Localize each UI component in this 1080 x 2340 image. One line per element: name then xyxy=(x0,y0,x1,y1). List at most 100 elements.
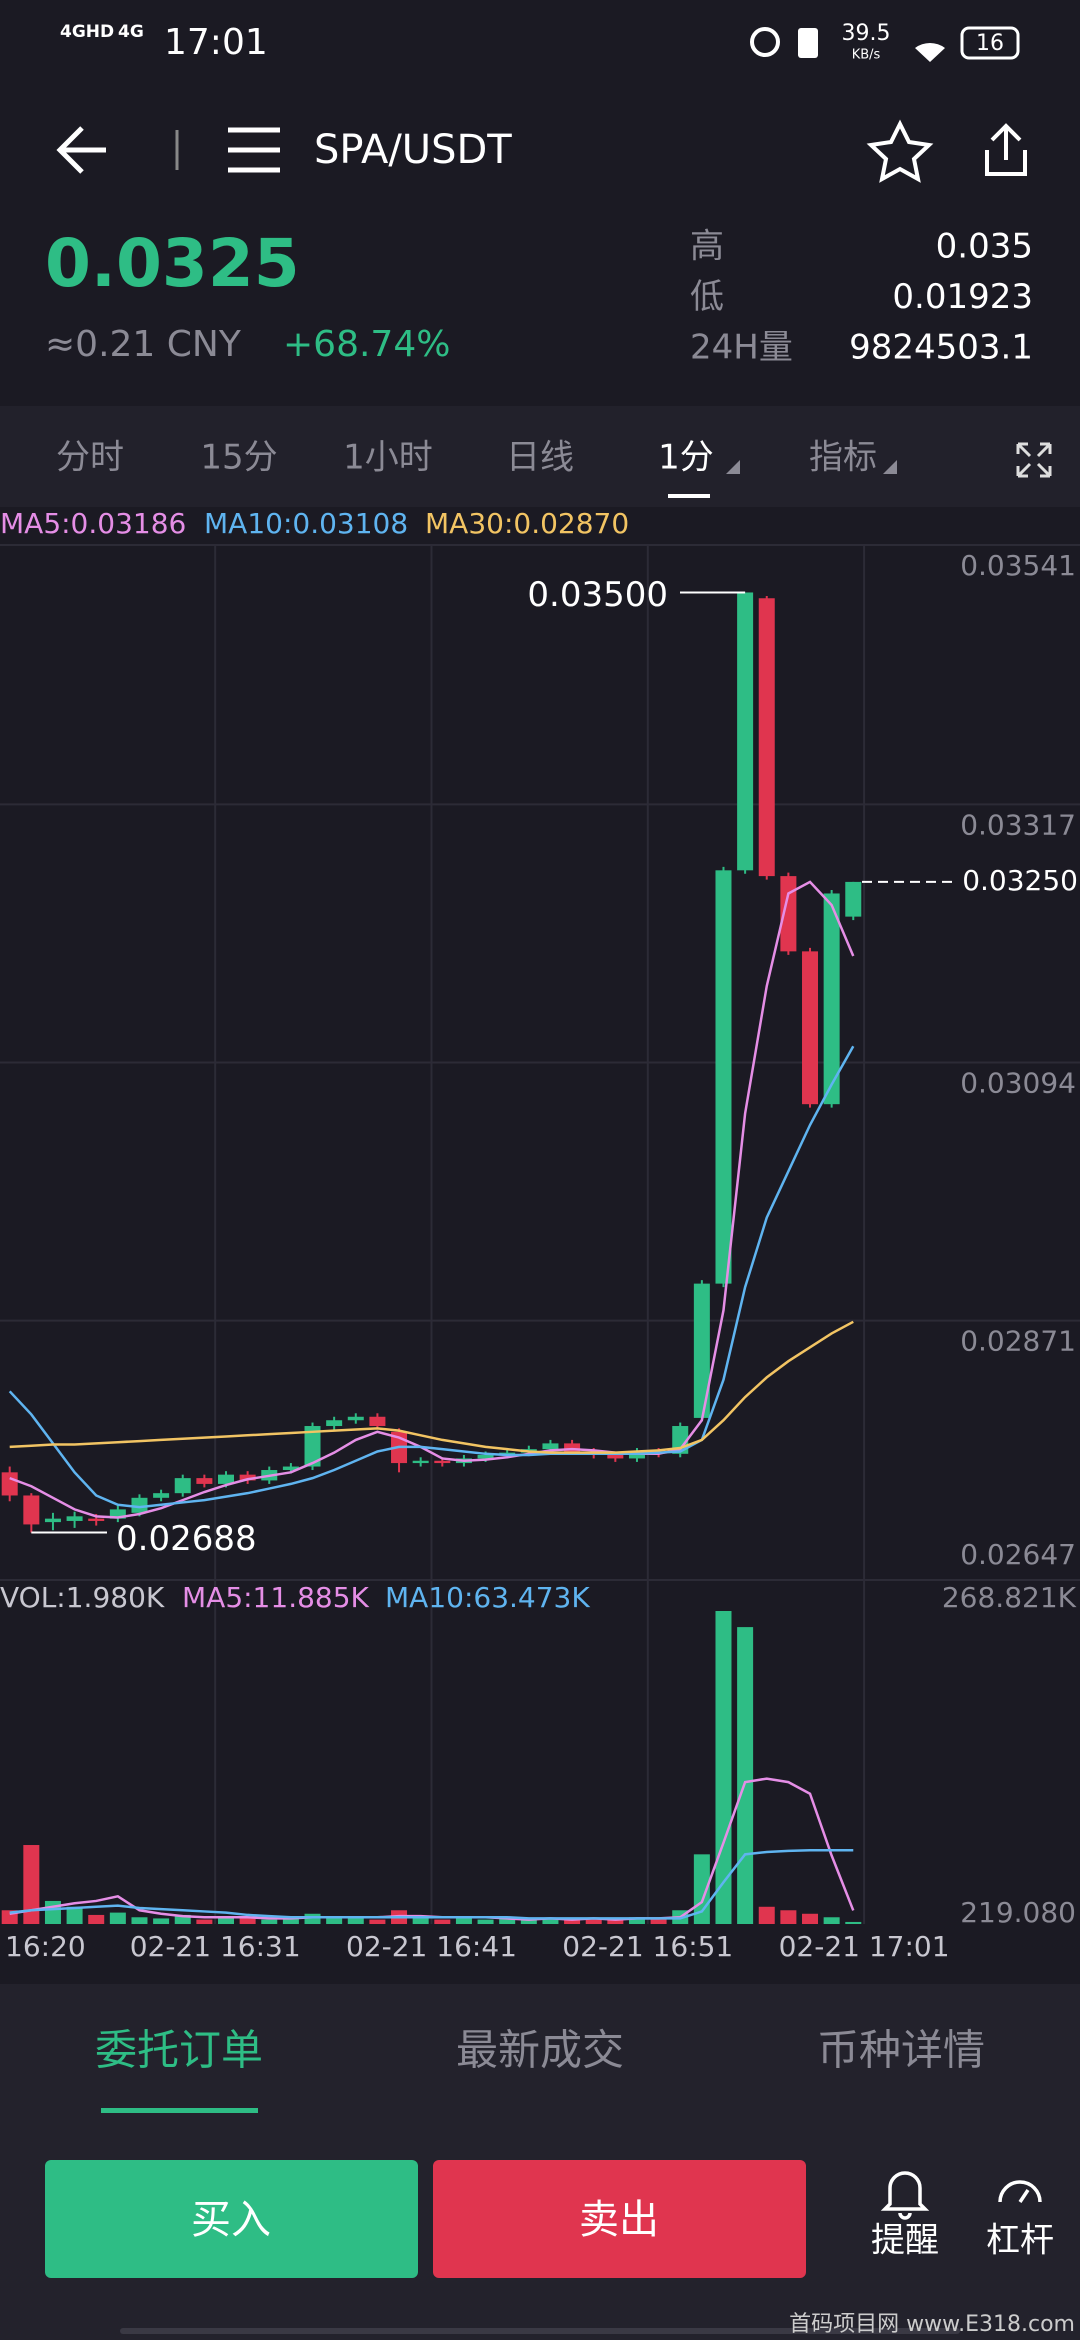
volume-bar xyxy=(88,1914,105,1924)
volume-bar xyxy=(153,1918,170,1924)
home-indicator xyxy=(120,2328,960,2334)
back-button[interactable] xyxy=(56,126,106,174)
volume-bar xyxy=(585,1918,602,1924)
y-tick-label: 268.821K xyxy=(942,1581,1077,1614)
leverage-icon[interactable] xyxy=(998,2180,1042,2203)
volume-bar xyxy=(44,1900,61,1924)
candle-body xyxy=(282,1466,299,1471)
candle-body xyxy=(44,1518,61,1523)
candle-body xyxy=(542,1443,559,1450)
candle-body xyxy=(412,1460,429,1464)
volume-bar xyxy=(564,1919,581,1924)
volume-bar xyxy=(780,1910,797,1924)
tab[interactable]: 1分 xyxy=(658,438,714,478)
candle-body xyxy=(88,1518,105,1521)
ma-line xyxy=(9,1849,854,1920)
battery-level: 16 xyxy=(976,31,1004,56)
dropdown-indicator xyxy=(883,460,897,474)
stat-value: 0.01923 xyxy=(892,277,1033,317)
volume-bar xyxy=(628,1917,645,1924)
volume-bar xyxy=(542,1918,559,1924)
x-tick-label: 02-21 16:31 xyxy=(130,1930,301,1963)
volume-bar xyxy=(412,1918,429,1924)
volume-bar xyxy=(326,1916,343,1924)
candle-body xyxy=(715,870,732,1284)
volume-bar xyxy=(66,1906,83,1924)
tab[interactable]: 日线 xyxy=(506,438,574,478)
x-tick-label: 02-21 16:41 xyxy=(346,1930,517,1963)
legend-entry: MA5:0.03186 xyxy=(0,507,186,540)
ma-line xyxy=(9,880,855,1519)
candle-body xyxy=(845,881,862,917)
network: 4GHD xyxy=(60,22,114,42)
tab[interactable]: 15分 xyxy=(200,438,277,478)
buy-label: 买入 xyxy=(191,2197,271,2243)
tab[interactable]: 指标 xyxy=(809,438,877,478)
stat-value: 9824503.1 xyxy=(849,328,1033,368)
alert-label[interactable]: 提醒 xyxy=(871,2221,939,2261)
candle-body xyxy=(780,876,797,952)
candle-body xyxy=(174,1478,191,1494)
volume-bar xyxy=(196,1919,213,1924)
y-tick-label: 0.02647 xyxy=(960,1538,1076,1571)
tab-underline xyxy=(101,2108,258,2113)
candle-body xyxy=(1,1472,18,1496)
change: +68.74% xyxy=(283,324,450,365)
favorite-button[interactable] xyxy=(866,119,934,183)
candle-body xyxy=(218,1474,234,1484)
volume-bar xyxy=(174,1914,191,1924)
y-tick-label: 0.03541 xyxy=(960,549,1076,582)
volume-bar xyxy=(23,1845,40,1924)
sell-button[interactable] xyxy=(433,2160,806,2278)
share-button[interactable] xyxy=(985,123,1027,176)
volume-bar xyxy=(607,1919,624,1924)
candle-body xyxy=(564,1443,581,1452)
stat-label: 低 xyxy=(690,277,724,317)
leverage-label[interactable]: 杠杆 xyxy=(986,2221,1054,2261)
tab[interactable]: 分时 xyxy=(56,438,124,478)
network: 4G xyxy=(118,22,144,42)
volume-bar xyxy=(758,1906,775,1924)
bottom-tab[interactable]: 最新成交 xyxy=(456,2026,624,2075)
high-marker-label: 0.03500 xyxy=(527,575,668,615)
candle-body xyxy=(434,1460,451,1464)
bottom-tab[interactable]: 委托订单 xyxy=(95,2026,263,2075)
legend-entry: MA10:63.473K xyxy=(385,1581,590,1614)
fullscreen-button[interactable] xyxy=(1016,442,1052,478)
volume-bar xyxy=(109,1912,126,1924)
y-tick-label: 0.03094 xyxy=(960,1067,1076,1100)
candle-body xyxy=(693,1283,710,1418)
volume-bar xyxy=(499,1918,516,1924)
candle-body xyxy=(153,1493,170,1498)
stat-label: 高 xyxy=(690,227,724,267)
last-price-label: 0.03250 xyxy=(962,864,1078,897)
menu-button[interactable] xyxy=(228,127,280,173)
volume-bar xyxy=(823,1917,840,1924)
volume-bar xyxy=(347,1918,364,1924)
legend-entry: MA30:0.02870 xyxy=(425,507,629,540)
candle-body xyxy=(23,1495,40,1525)
ma-line xyxy=(8,1045,855,1509)
alert-icon[interactable] xyxy=(880,2171,930,2220)
candle-body xyxy=(239,1474,256,1481)
volume-bar xyxy=(715,1611,732,1924)
buy-button[interactable] xyxy=(45,2160,418,2278)
x-tick-label: 02-21 17:01 xyxy=(779,1930,950,1963)
tab[interactable]: 1小时 xyxy=(343,438,433,478)
low-marker-label: 0.02688 xyxy=(116,1519,257,1559)
watermark: 首码项目网 www.E318.com xyxy=(789,2312,1075,2337)
ma-line xyxy=(9,1320,854,1454)
bottom-tab[interactable]: 币种详情 xyxy=(817,2026,985,2075)
candle-body xyxy=(131,1497,148,1513)
volume-bar xyxy=(737,1627,754,1924)
clock: 17:01 xyxy=(164,22,268,63)
candle-body xyxy=(802,951,819,1105)
x-tick-label: 16:20 xyxy=(5,1930,86,1963)
battery xyxy=(960,26,1020,60)
pair-title: SPA/USDT xyxy=(314,127,512,173)
volume-bar xyxy=(239,1918,256,1924)
candle-body xyxy=(66,1516,83,1521)
tab-bar xyxy=(0,406,1080,507)
